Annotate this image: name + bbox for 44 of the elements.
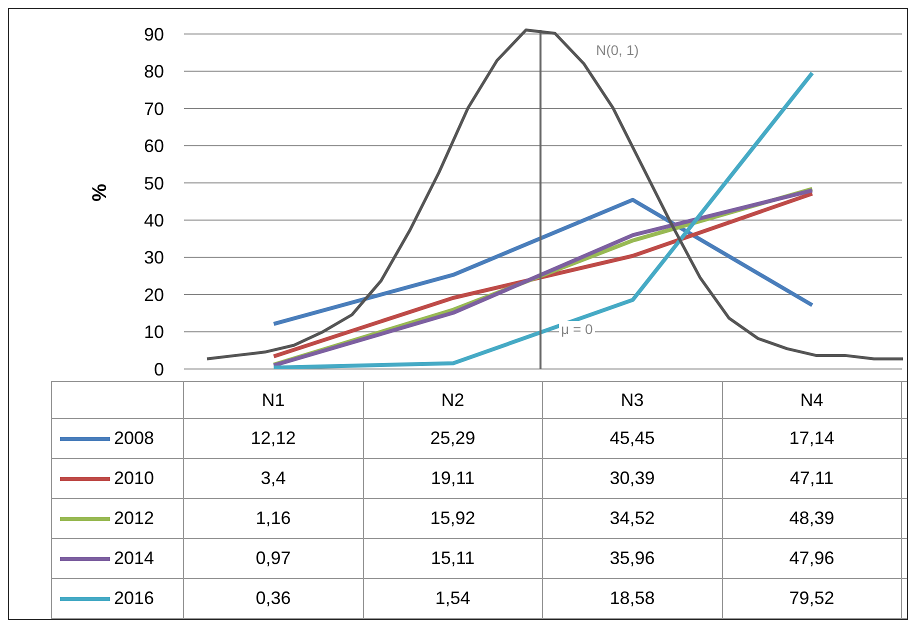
text: 30,39 [610, 468, 655, 488]
text: 48,39 [789, 508, 834, 528]
annotation: N(0, 1) [594, 42, 641, 58]
legend-label: 2010 [113, 468, 154, 489]
text: 18,58 [610, 588, 655, 608]
y-axis-title: % [89, 184, 112, 202]
x-tick-label: N1 [184, 382, 364, 418]
text: 1,16 [256, 508, 291, 528]
x-tick-label: N2 [364, 382, 543, 418]
text: 45,45 [610, 428, 655, 448]
y-tick-label: 0 [154, 359, 164, 380]
line-series [272, 198, 814, 326]
text: 0,97 [256, 548, 291, 568]
y-tick-label: 20 [144, 284, 164, 305]
legend-label: 2012 [113, 508, 154, 529]
text: 12,12 [250, 428, 296, 448]
legend-label: 2014 [113, 548, 154, 569]
text: 25,29 [430, 428, 476, 448]
text: 35,96 [610, 548, 655, 568]
text: 1,54 [435, 588, 470, 608]
y-tick-label: 60 [144, 136, 164, 156]
legend-label: 2016 [113, 588, 154, 609]
text: 17,14 [789, 428, 834, 448]
text: 19,11 [430, 468, 475, 488]
y-tick-label: 80 [144, 62, 164, 82]
y-tick-label: 30 [144, 248, 164, 268]
text: 3,4 [260, 468, 286, 488]
text: 34,52 [610, 508, 655, 528]
y-tick-label: 50 [144, 173, 164, 194]
text: 15,92 [430, 508, 476, 528]
text: 0,36 [256, 588, 291, 608]
y-tick-label: 40 [144, 210, 164, 230]
x-tick-label: N3 [543, 382, 722, 418]
text: 47,96 [789, 548, 834, 568]
line-series [272, 71, 814, 369]
text: 15,11 [430, 548, 475, 568]
annotation: μ = 0 [559, 321, 595, 337]
y-tick-label: 70 [144, 98, 164, 119]
text: 47,11 [790, 468, 834, 488]
y-tick-label: 10 [144, 322, 164, 342]
text: 79,52 [789, 588, 834, 608]
x-tick-label: N4 [722, 382, 902, 418]
y-tick-label: 90 [144, 24, 164, 44]
legend-label: 2008 [113, 428, 154, 449]
